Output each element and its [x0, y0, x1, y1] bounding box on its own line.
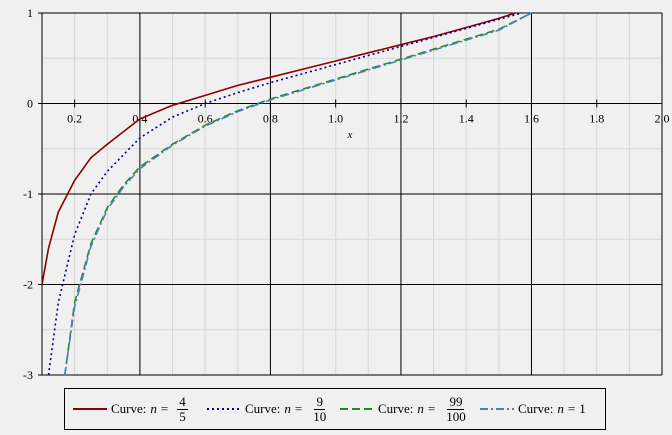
- legend-variable: n: [417, 401, 424, 416]
- legend-fraction: 9 10: [311, 393, 328, 424]
- fraction-numerator: 9: [314, 393, 325, 410]
- series-group: [41, 12, 532, 376]
- legend-variable: n: [150, 401, 157, 416]
- x-tick-label: 0.6: [198, 112, 213, 126]
- series-line-4: [64, 12, 532, 376]
- x-tick-label: 0.8: [263, 112, 278, 126]
- legend-fraction: 99 100: [444, 393, 468, 424]
- y-tick-label: 0: [27, 97, 33, 111]
- legend-item-3: Curve: n = 99 100: [340, 389, 468, 429]
- y-tick-label: -1: [23, 187, 33, 201]
- x-tick-label: 2.0: [655, 112, 670, 126]
- legend-equals: =: [294, 401, 303, 416]
- x-tick-label: 1.8: [589, 112, 604, 126]
- x-tick-label: 1.6: [524, 112, 539, 126]
- y-tick-label: 1: [27, 6, 33, 20]
- legend-item-2: Curve: n = 9 10: [207, 389, 328, 429]
- x-axis-label: x: [347, 129, 353, 141]
- legend-swatch: [480, 408, 514, 410]
- fraction-denominator: 10: [313, 408, 327, 424]
- legend-item-1: Curve: n = 4 5: [73, 389, 188, 429]
- series-line-1: [41, 12, 516, 285]
- fraction-numerator: 4: [177, 393, 188, 410]
- y-tick-label: -3: [23, 368, 33, 380]
- legend-equals: =: [427, 401, 436, 416]
- legend-variable: n: [284, 401, 291, 416]
- legend-swatch: [207, 408, 241, 410]
- legend-equals: =: [567, 401, 576, 416]
- legend-item-4: Curve: n = 1: [480, 389, 586, 429]
- x-tick-label: 0.2: [67, 112, 82, 126]
- fraction-denominator: 5: [179, 408, 186, 424]
- legend-equals: =: [160, 401, 169, 416]
- legend-prefix: Curve:: [111, 401, 147, 416]
- legend-prefix: Curve:: [518, 401, 554, 416]
- x-tick-label: 1.0: [328, 112, 343, 126]
- series-line-2: [47, 12, 522, 376]
- legend-value: 1: [579, 401, 586, 416]
- fraction-numerator: 99: [447, 393, 465, 410]
- fraction-denominator: 100: [446, 408, 466, 424]
- legend-variable: n: [557, 401, 564, 416]
- tick-labels: 0.2 0.4 0.6 0.8 1.0 1.2 1.4 1.6 1.8 2.010-1-2-3: [23, 6, 670, 380]
- chart-area: 0.2 0.4 0.6 0.8 1.0 1.2 1.4 1.6 1.8 2.010-1-2-3 x: [23, 6, 670, 380]
- y-tick-label: -2: [23, 278, 33, 292]
- legend: Curve: n = 4 5 Curve: n = 9 10 Curve: n = 99 100 Curve:…: [64, 388, 606, 430]
- x-tick-label: 1.2: [393, 112, 408, 126]
- x-tick-label: 1.4: [459, 112, 474, 126]
- legend-swatch: [73, 408, 107, 410]
- legend-prefix: Curve:: [378, 401, 414, 416]
- legend-swatch: [340, 408, 374, 410]
- legend-prefix: Curve:: [245, 401, 281, 416]
